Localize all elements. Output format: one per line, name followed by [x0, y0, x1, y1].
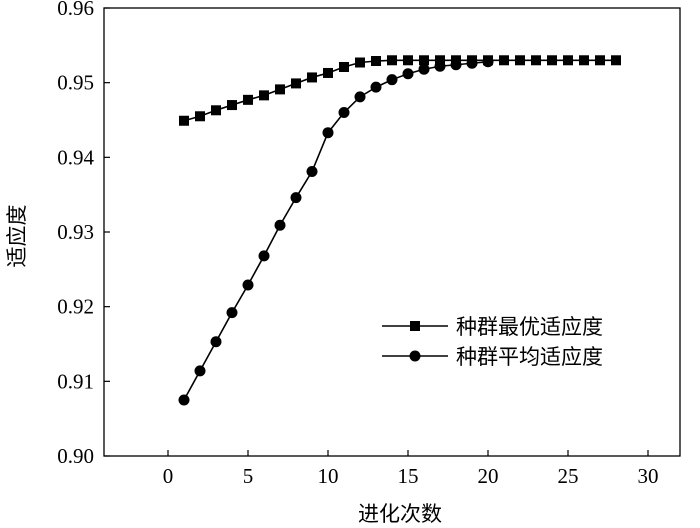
data-point-marker-series-1 — [434, 60, 446, 72]
data-point-marker-series-0 — [307, 72, 317, 83]
y-tick-label: 0.92 — [57, 295, 94, 319]
data-point-marker-series-0 — [595, 55, 605, 66]
data-point-marker-series-0 — [195, 111, 205, 122]
data-point-marker-series-1 — [210, 336, 222, 348]
data-point-marker-series-1 — [290, 192, 302, 204]
data-point-marker-series-1 — [370, 81, 382, 93]
data-point-marker-series-0 — [563, 55, 573, 66]
data-point-marker-series-1 — [226, 307, 238, 319]
legend-label-0: 种群最优适应度 — [456, 315, 603, 339]
data-point-marker-series-1 — [418, 63, 430, 75]
data-point-marker-series-0 — [579, 55, 589, 66]
data-point-marker-series-0 — [435, 55, 445, 66]
data-point-marker-series-0 — [275, 84, 285, 95]
legend-label-1: 种群平均适应度 — [456, 345, 603, 369]
data-point-marker-series-1 — [409, 350, 421, 362]
data-point-marker-series-0 — [291, 78, 301, 89]
y-tick-label: 0.96 — [57, 0, 94, 20]
data-point-marker-series-0 — [547, 55, 557, 66]
y-tick-label: 0.90 — [57, 444, 94, 468]
x-tick-label: 10 — [318, 464, 339, 488]
data-point-marker-series-0 — [179, 115, 189, 126]
data-point-marker-series-1 — [338, 107, 350, 119]
y-tick-label: 0.91 — [57, 369, 94, 393]
data-point-marker-series-1 — [274, 219, 286, 231]
x-tick-label: 25 — [558, 464, 579, 488]
data-point-marker-series-0 — [355, 57, 365, 68]
x-tick-label: 20 — [478, 464, 499, 488]
data-point-marker-series-0 — [410, 321, 420, 331]
x-tick-label: 15 — [398, 464, 419, 488]
series-1 — [178, 56, 494, 406]
data-point-marker-series-0 — [371, 56, 381, 67]
data-point-marker-series-1 — [354, 91, 366, 103]
data-point-marker-series-0 — [259, 90, 269, 101]
data-point-marker-series-0 — [227, 100, 237, 111]
data-point-marker-series-0 — [339, 61, 349, 72]
x-tick-label: 5 — [243, 464, 254, 488]
series-0 — [179, 55, 621, 126]
y-axis-title: 适应度 — [5, 205, 29, 268]
data-point-marker-series-1 — [242, 279, 254, 291]
series-line-1 — [183, 60, 489, 401]
ticks: 0 5 10 15 20 25 30 0.90 0.91 0.92 0.93 0.94 0.95 0.96 — [57, 0, 658, 488]
data-point-marker-series-0 — [403, 55, 413, 66]
data-point-marker-series-1 — [178, 394, 190, 406]
data-point-marker-series-1 — [466, 57, 478, 69]
data-point-marker-series-1 — [402, 68, 414, 80]
data-point-marker-series-1 — [386, 74, 398, 86]
data-point-marker-series-1 — [482, 56, 494, 68]
y-tick-label: 0.95 — [57, 71, 94, 95]
data-point-marker-series-0 — [499, 55, 509, 66]
x-axis-title: 进化次数 — [358, 502, 442, 526]
data-point-marker-series-0 — [515, 55, 525, 66]
data-point-marker-series-1 — [194, 365, 206, 377]
x-tick-label: 30 — [638, 464, 659, 488]
y-tick-label: 0.93 — [57, 220, 94, 244]
x-tick-label: 0 — [163, 464, 174, 488]
data-point-marker-series-1 — [322, 127, 334, 139]
data-point-marker-series-0 — [211, 105, 221, 116]
y-tick-label: 0.94 — [57, 145, 94, 169]
series-line-0 — [183, 59, 616, 122]
data-point-marker-series-0 — [243, 94, 253, 105]
data-point-marker-series-0 — [387, 55, 397, 66]
data-point-marker-series-1 — [258, 250, 270, 262]
data-point-marker-series-0 — [611, 55, 621, 66]
data-point-marker-series-0 — [323, 67, 333, 78]
data-point-marker-series-1 — [450, 59, 462, 71]
data-point-marker-series-1 — [306, 166, 318, 178]
series — [178, 55, 621, 406]
data-point-marker-series-0 — [531, 55, 541, 66]
data-point-marker-series-0 — [419, 55, 429, 66]
